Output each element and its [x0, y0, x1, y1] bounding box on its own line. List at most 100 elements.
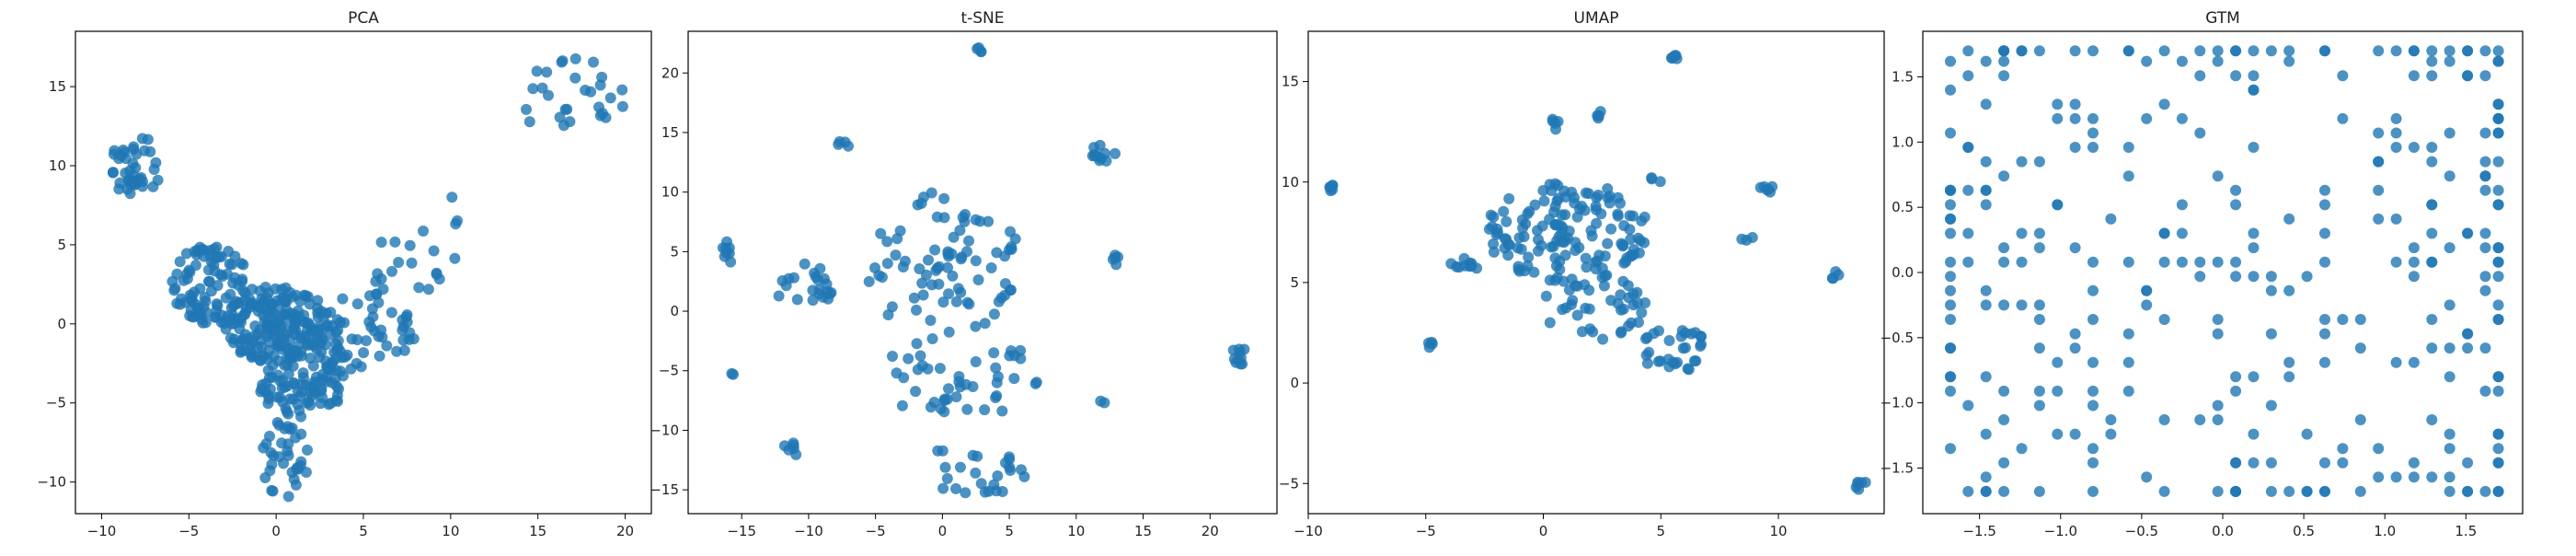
- data-point: [2230, 385, 2242, 397]
- data-point: [258, 442, 270, 454]
- data-point: [375, 237, 387, 249]
- data-point: [911, 304, 922, 316]
- data-point: [377, 284, 389, 295]
- data-point: [2444, 342, 2455, 354]
- data-point: [1512, 242, 1524, 254]
- data-point: [950, 295, 962, 307]
- y-tick-label: 10: [661, 184, 679, 201]
- data-point: [917, 289, 929, 301]
- x-tick-label: 0: [1539, 523, 1548, 539]
- x-tick-label: 0.0: [2212, 523, 2234, 539]
- data-point: [2283, 356, 2295, 368]
- data-point: [2265, 485, 2277, 497]
- x-tick-label: 0: [938, 523, 948, 539]
- data-point: [2212, 55, 2224, 67]
- data-point: [2069, 98, 2081, 110]
- data-point: [2230, 70, 2242, 82]
- data-point: [288, 321, 300, 333]
- data-point: [2479, 170, 2491, 182]
- data-point: [2337, 443, 2349, 455]
- data-point: [985, 262, 997, 273]
- data-point: [1627, 210, 1639, 222]
- data-point: [616, 100, 628, 112]
- data-point: [2319, 356, 2330, 368]
- data-point: [184, 266, 196, 278]
- data-point: [1626, 317, 1638, 329]
- points-gtm: [1945, 45, 2504, 497]
- data-point: [1945, 256, 1956, 268]
- data-point: [275, 320, 287, 331]
- data-point: [2408, 256, 2420, 268]
- data-point: [1502, 249, 1514, 261]
- data-point: [1688, 355, 1700, 367]
- data-point: [1570, 245, 1581, 256]
- data-point: [1008, 373, 1020, 385]
- data-point: [1998, 485, 2010, 497]
- data-point: [1998, 299, 2010, 311]
- data-point: [963, 235, 974, 247]
- data-point: [114, 177, 126, 189]
- data-point: [397, 334, 409, 346]
- data-point: [2230, 256, 2242, 268]
- data-point: [1632, 232, 1644, 244]
- data-point: [1537, 185, 1549, 196]
- data-point: [988, 308, 1000, 320]
- data-point: [1554, 263, 1566, 275]
- data-point: [2408, 45, 2420, 57]
- data-point: [898, 372, 910, 384]
- data-point: [277, 375, 289, 387]
- data-point: [890, 249, 902, 261]
- data-point: [2408, 242, 2420, 254]
- plot-frame-gtm: [1922, 30, 2524, 515]
- data-point: [594, 110, 606, 122]
- data-point: [1612, 297, 1624, 309]
- y-tick-label: 10: [49, 157, 66, 174]
- data-point: [536, 82, 548, 94]
- data-point: [1488, 246, 1500, 258]
- data-point: [225, 302, 237, 314]
- data-point: [979, 318, 991, 330]
- x-tick-label: −1.5: [1962, 523, 1995, 539]
- data-point: [1110, 147, 1121, 159]
- data-point: [2479, 485, 2491, 497]
- data-point: [925, 315, 937, 326]
- data-point: [264, 465, 276, 477]
- data-point: [280, 282, 292, 294]
- data-point: [946, 248, 958, 260]
- data-point: [2426, 414, 2438, 425]
- data-point: [960, 487, 972, 499]
- data-point: [2194, 256, 2206, 268]
- data-point: [2087, 142, 2099, 153]
- data-point: [272, 340, 284, 352]
- data-point: [948, 231, 960, 243]
- data-point: [2390, 142, 2402, 153]
- data-point: [1488, 211, 1500, 223]
- data-point: [821, 278, 833, 290]
- data-point: [1426, 338, 1438, 350]
- data-point: [2069, 142, 2081, 153]
- y-tick-label: 5: [670, 243, 679, 260]
- data-point: [1980, 428, 1992, 440]
- data-point: [2492, 98, 2504, 110]
- data-point: [2492, 45, 2504, 57]
- data-point: [2492, 127, 2504, 139]
- data-point: [1517, 222, 1529, 234]
- data-point: [200, 295, 212, 307]
- data-point: [306, 390, 318, 401]
- data-point: [833, 138, 845, 150]
- data-point: [2373, 443, 2385, 455]
- data-point: [523, 116, 535, 128]
- data-point: [2319, 227, 2330, 239]
- data-point: [2492, 242, 2504, 254]
- data-point: [2087, 256, 2099, 268]
- data-point: [1559, 249, 1571, 261]
- data-point: [287, 351, 299, 363]
- data-point: [2016, 156, 2028, 168]
- data-point: [2479, 45, 2491, 57]
- data-point: [1980, 55, 1992, 67]
- data-point: [1654, 176, 1666, 188]
- data-point: [2248, 242, 2260, 254]
- data-point: [2354, 342, 2366, 354]
- data-point: [2444, 428, 2455, 440]
- y-tick-label: −1.5: [1880, 459, 1914, 476]
